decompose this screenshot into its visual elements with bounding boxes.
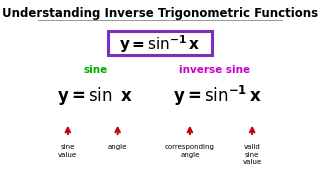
Text: valid
sine
value: valid sine value [243,144,262,165]
Text: $\mathbf{y = \sin\ x}$: $\mathbf{y = \sin\ x}$ [57,85,133,107]
FancyBboxPatch shape [108,31,212,55]
Text: $\mathbf{y = \sin^{-1}x}$: $\mathbf{y = \sin^{-1}x}$ [119,33,201,55]
Text: angle: angle [108,144,127,150]
Text: sine: sine [83,65,107,75]
Text: inverse sine: inverse sine [179,65,250,75]
Text: $\mathbf{y = \sin^{-1} x}$: $\mathbf{y = \sin^{-1} x}$ [173,84,262,108]
Text: sine
value: sine value [58,144,77,158]
Text: Understanding Inverse Trigonometric Functions: Understanding Inverse Trigonometric Func… [2,7,318,20]
Text: corresponding
angle: corresponding angle [165,144,215,158]
